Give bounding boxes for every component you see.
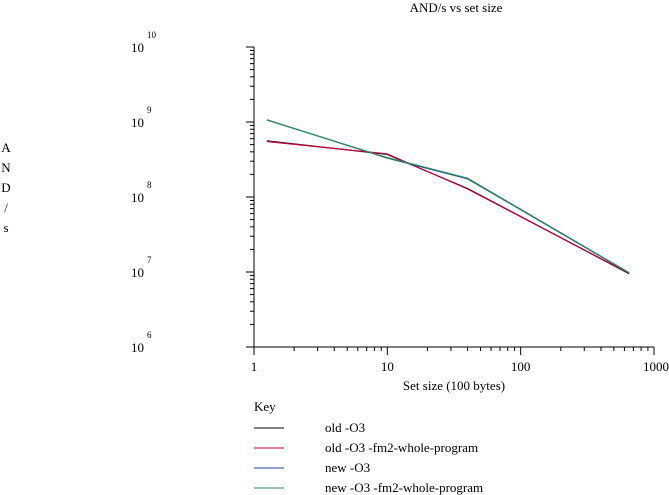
y-tick-label: 10 — [131, 40, 144, 55]
y-tick-exponent: 10 — [147, 30, 157, 40]
x-axis: 1 10 100 1000 — [251, 347, 669, 374]
x-tick-label: 10 — [381, 359, 394, 374]
series-line-3 — [266, 119, 630, 274]
plot-area — [266, 119, 630, 275]
legend-entry: new -O3 -fm2-whole-program — [325, 480, 483, 495]
y-tick-label: 10 — [131, 190, 144, 205]
legend-entry: new -O3 — [325, 460, 370, 475]
y-axis-label-char: / — [4, 200, 8, 215]
x-tick-label: 100 — [511, 359, 531, 374]
x-tick-label: 1000 — [643, 359, 669, 374]
y-axis-label-char: A — [1, 140, 11, 155]
y-tick-label: 10 — [131, 340, 144, 355]
series-line-4 — [266, 119, 630, 274]
y-tick-label: 10 — [131, 265, 144, 280]
x-axis-label: Set size (100 bytes) — [403, 378, 505, 393]
y-axis-label-char: D — [1, 180, 10, 195]
y-axis-label-char: s — [3, 220, 8, 235]
legend-title: Key — [254, 399, 276, 414]
x-tick-label: 1 — [251, 359, 258, 374]
y-axis-label: AND / s — [1, 140, 11, 235]
legend-entry: old -O3 — [325, 420, 365, 435]
y-tick-exponent: 6 — [147, 330, 152, 340]
chart-title: AND/s vs set size — [410, 0, 503, 15]
y-tick-exponent: 8 — [147, 180, 152, 190]
series-line-1 — [266, 140, 630, 275]
y-tick-exponent: 7 — [147, 255, 152, 265]
y-tick-label: 10 — [131, 115, 144, 130]
y-axis-label-char: N — [1, 160, 11, 175]
legend-entry: old -O3 -fm2-whole-program — [325, 440, 478, 455]
legend: old -O3 old -O3 -fm2-whole-program new -O3… — [254, 420, 483, 495]
series-line-2 — [266, 140, 630, 274]
y-tick-exponent: 9 — [147, 105, 152, 115]
